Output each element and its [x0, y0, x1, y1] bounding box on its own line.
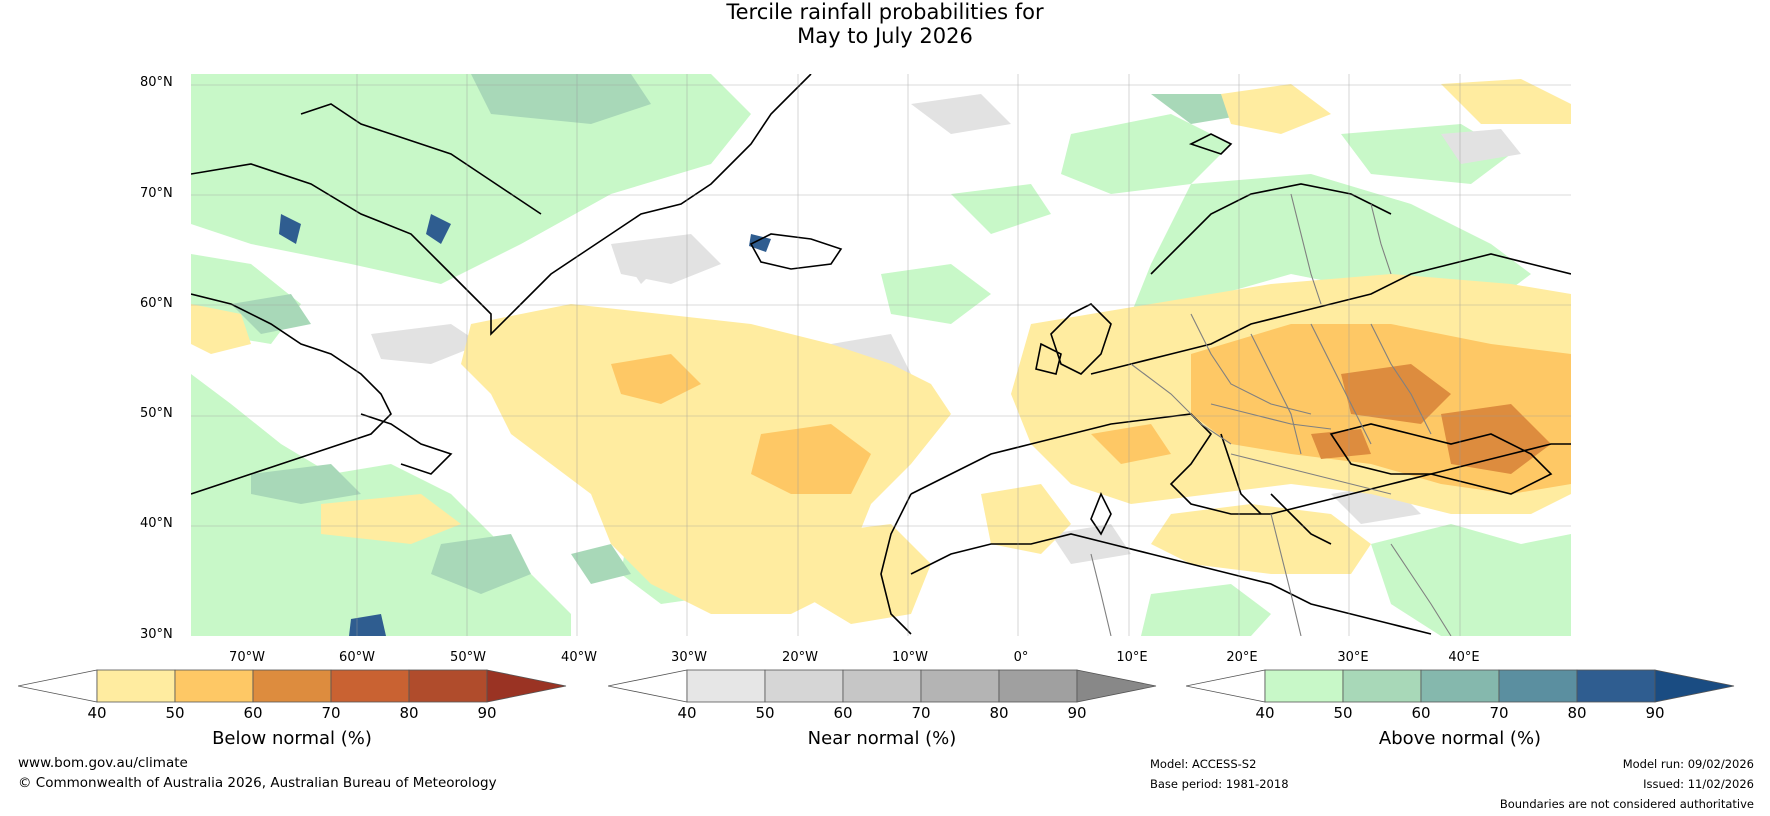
colorbar-segment: [408, 669, 488, 703]
lon-label-40e: 40°E: [1448, 650, 1480, 665]
title-line-1: Tercile rainfall probabilities for: [726, 0, 1044, 24]
lon-label-20e: 20°E: [1226, 650, 1258, 665]
above-tick-90: 90: [1645, 704, 1665, 722]
lat-label-80n: 80°N: [140, 75, 173, 90]
below-tick-90: 90: [477, 704, 497, 722]
model-run-text: Model run: 09/02/2026: [1622, 757, 1754, 771]
base-period-text: Base period: 1981-2018: [1150, 777, 1289, 791]
lat-label-30n: 30°N: [140, 627, 173, 642]
above-tick-40: 40: [1255, 704, 1275, 722]
near-tick-40: 40: [677, 704, 697, 722]
rainfall-map: [191, 74, 1571, 636]
colorbar-segment: [96, 669, 176, 703]
below-tick-60: 60: [243, 704, 263, 722]
above-tick-80: 80: [1567, 704, 1587, 722]
below-tick-50: 50: [165, 704, 185, 722]
near-tick-60: 60: [833, 704, 853, 722]
below-tick-70: 70: [321, 704, 341, 722]
lon-label-0: 0°: [1013, 650, 1029, 665]
colorbar-segment: [686, 669, 766, 703]
colorbar-extend-low: [1186, 669, 1266, 703]
above-tick-60: 60: [1411, 704, 1431, 722]
below-normal-high-regions: [1311, 364, 1551, 474]
colorbar-extend-high: [1076, 669, 1157, 703]
lon-label-30w: 30°W: [671, 650, 707, 665]
lon-label-60w: 60°W: [339, 650, 375, 665]
near-normal-colorbar: [608, 669, 1157, 703]
above-tick-50: 50: [1333, 704, 1353, 722]
colorbar-segment: [998, 669, 1078, 703]
below-tick-80: 80: [399, 704, 419, 722]
model-text: Model: ACCESS-S2: [1150, 757, 1257, 771]
above-normal-highest-regions: [279, 214, 771, 636]
above-normal-legend-title: Above normal (%): [1378, 728, 1542, 749]
colorbar-segment: [1420, 669, 1500, 703]
copyright-text: © Commonwealth of Australia 2026, Austra…: [18, 775, 497, 791]
map-title: Tercile rainfall probabilities for May t…: [0, 0, 1770, 48]
near-tick-90: 90: [1067, 704, 1087, 722]
near-normal-legend-title: Near normal (%): [807, 728, 957, 749]
lon-label-10e: 10°E: [1116, 650, 1148, 665]
colorbar-segment: [1576, 669, 1656, 703]
lon-label-20w: 20°W: [782, 650, 818, 665]
title-line-2: May to July 2026: [797, 24, 973, 48]
lon-label-10w: 10°W: [892, 650, 928, 665]
above-tick-70: 70: [1489, 704, 1509, 722]
colorbar-extend-high: [486, 669, 567, 703]
near-tick-70: 70: [911, 704, 931, 722]
map-area: [191, 74, 1571, 640]
colorbar-segment: [1498, 669, 1578, 703]
lon-label-40w: 40°W: [561, 650, 597, 665]
colorbar-extend-low: [608, 669, 688, 703]
colorbar-segment: [842, 669, 922, 703]
colorbar-extend-high: [1654, 669, 1735, 703]
below-normal-colorbar: [18, 669, 567, 703]
issued-text: Issued: 11/02/2026: [1643, 777, 1754, 791]
lon-label-50w: 50°W: [450, 650, 486, 665]
lon-label-70w: 70°W: [229, 650, 265, 665]
lat-label-40n: 40°N: [140, 516, 173, 531]
colorbar-segment: [174, 669, 254, 703]
above-normal-high-regions: [231, 74, 1251, 594]
above-normal-colorbar: [1186, 669, 1735, 703]
lon-label-30e: 30°E: [1337, 650, 1369, 665]
graticule: [191, 74, 1571, 636]
colorbar-segment: [764, 669, 844, 703]
colorbar-segment: [252, 669, 332, 703]
disclaimer-text: Boundaries are not considered authoritat…: [1499, 797, 1754, 811]
below-tick-40: 40: [87, 704, 107, 722]
coastlines: [191, 74, 1571, 635]
lat-label-50n: 50°N: [140, 406, 173, 421]
colorbar-extend-low: [18, 669, 98, 703]
colorbar-segment: [330, 669, 410, 703]
near-tick-50: 50: [755, 704, 775, 722]
colorbar-segment: [1264, 669, 1344, 703]
below-normal-legend-title: Below normal (%): [212, 728, 372, 749]
lat-label-60n: 60°N: [140, 296, 173, 311]
lat-label-70n: 70°N: [140, 186, 173, 201]
country-borders: [1090, 193, 1452, 636]
near-tick-80: 80: [989, 704, 1009, 722]
website-link[interactable]: www.bom.gov.au/climate: [18, 755, 188, 771]
colorbar-segment: [920, 669, 1000, 703]
colorbar-segment: [1342, 669, 1422, 703]
